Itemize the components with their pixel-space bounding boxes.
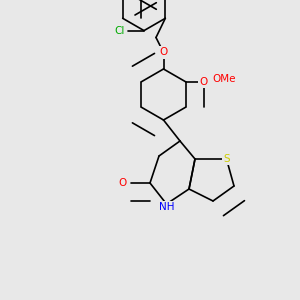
- Text: O: O: [119, 178, 127, 188]
- Text: S: S: [223, 154, 230, 164]
- Text: O: O: [159, 47, 168, 58]
- Text: OMe: OMe: [213, 74, 236, 84]
- Text: NH: NH: [159, 202, 174, 212]
- Text: O: O: [200, 77, 208, 87]
- Text: Cl: Cl: [115, 26, 125, 36]
